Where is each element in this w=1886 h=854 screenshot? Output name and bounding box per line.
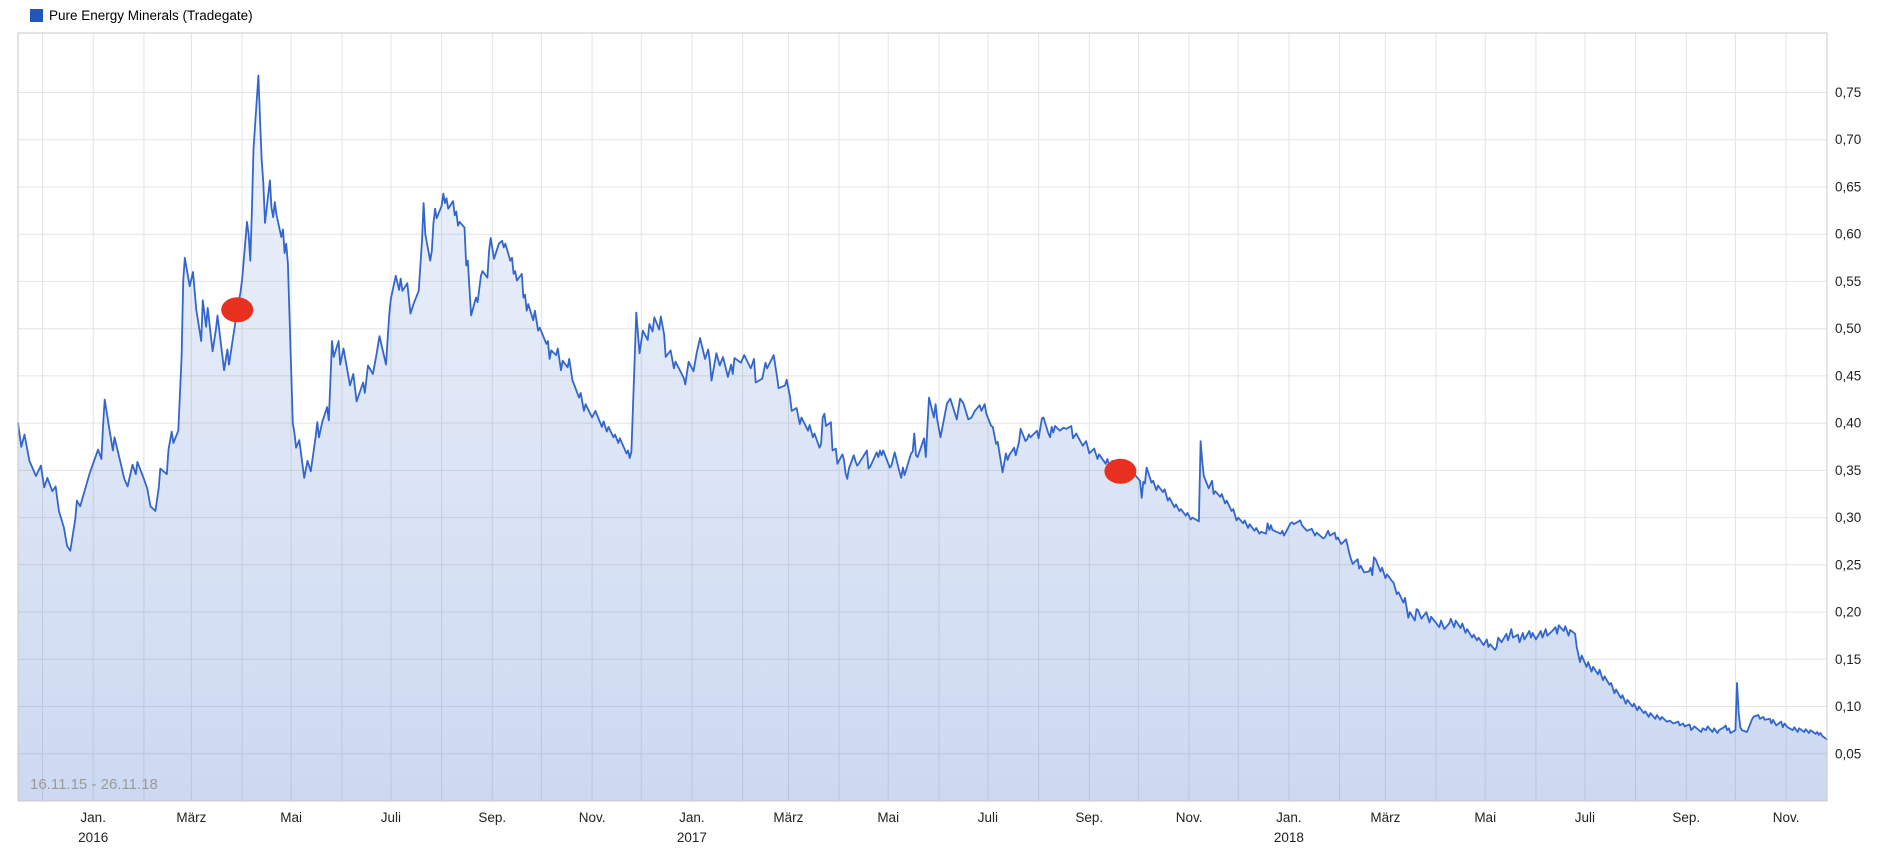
month-label: Sep. [1672,810,1700,825]
year-label: 2018 [1274,830,1304,845]
month-label: Juli [381,810,401,825]
y-axis-label: 0,50 [1835,321,1861,336]
y-axis-label: 0,05 [1835,746,1861,761]
year-label: 2017 [677,830,707,845]
month-label: Mai [280,810,302,825]
month-label: März [176,810,206,825]
event-marker[interactable] [221,297,254,323]
plot-border [17,32,1828,802]
date-range-label: 16.11.15 - 26.11.18 [30,776,158,793]
y-axis-label: 0,15 [1835,652,1861,667]
event-marker[interactable] [1104,458,1137,484]
month-label: Nov. [1176,810,1203,825]
y-axis-label: 0,45 [1835,368,1861,383]
y-axis-label: 0,70 [1835,132,1861,147]
y-axis-label: 0,60 [1835,227,1861,242]
y-axis-label: 0,20 [1835,605,1861,620]
y-axis-label: 0,25 [1835,557,1861,572]
legend: Pure Energy Minerals (Tradegate) [30,7,253,24]
price-line [17,74,1828,741]
month-label: Jan. [679,810,705,825]
month-label: Juli [978,810,998,825]
legend-series-swatch-icon [30,9,43,22]
month-label: Jan. [80,810,106,825]
month-label: Sep. [478,810,506,825]
legend-series-label: Pure Energy Minerals (Tradegate) [49,8,253,23]
year-label: 2016 [78,830,108,845]
price-area [18,75,1827,801]
month-label: Sep. [1075,810,1103,825]
y-axis-label: 0,10 [1835,699,1861,714]
y-axis-label: 0,55 [1835,274,1861,289]
y-axis-label: 0,75 [1835,85,1861,100]
y-axis-label: 0,40 [1835,416,1861,431]
month-label: Nov. [1773,810,1800,825]
month-label: Nov. [579,810,606,825]
month-label: März [773,810,803,825]
month-label: Mai [877,810,899,825]
month-label: Mai [1474,810,1496,825]
month-label: Jan. [1276,810,1302,825]
y-axis-label: 0,65 [1835,179,1861,194]
y-axis-label: 0,35 [1835,463,1861,478]
y-axis-label: 0,30 [1835,510,1861,525]
month-label: März [1370,810,1400,825]
month-label: Juli [1575,810,1595,825]
